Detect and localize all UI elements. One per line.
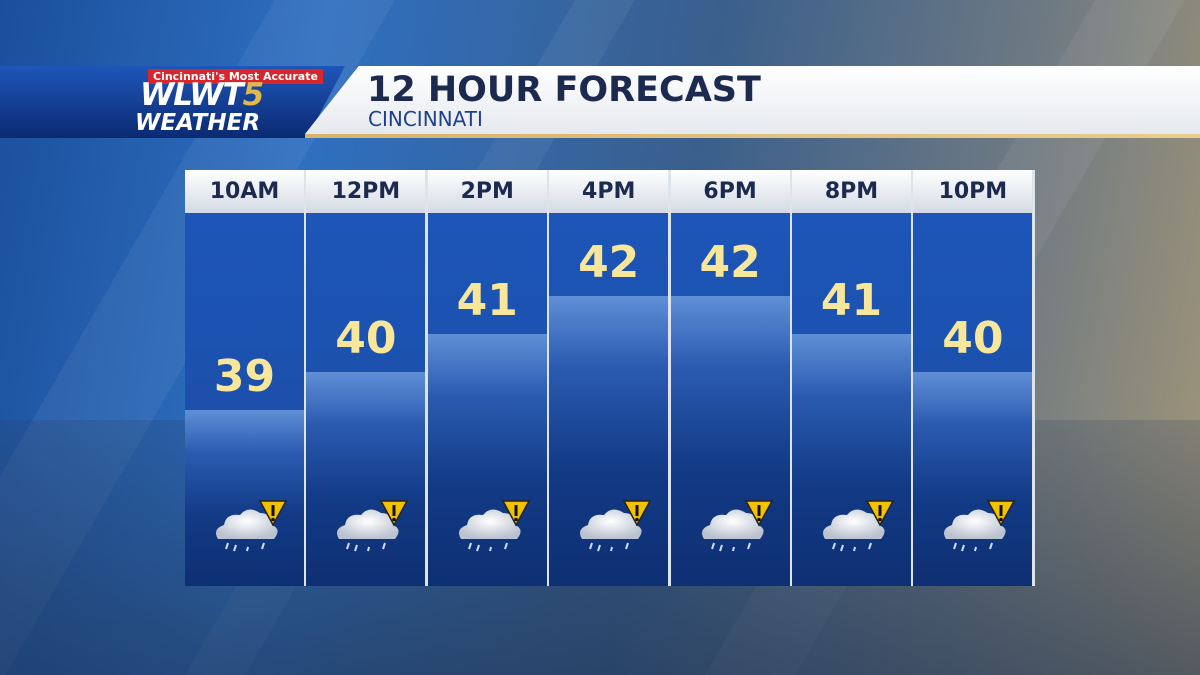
column-body: 41 xyxy=(792,213,911,586)
hour-label: 2PM xyxy=(427,170,547,213)
hour-label: 6PM xyxy=(670,170,790,213)
column-body: 41 xyxy=(427,213,547,586)
temperature-bar xyxy=(913,372,1033,586)
header-banner: Cincinnati's Most Accurate WLWT5 WEATHER… xyxy=(0,66,1200,140)
temperature-bar xyxy=(306,372,426,586)
temperature-value: 41 xyxy=(456,275,518,326)
forecast-column: 8PM 41 xyxy=(792,170,911,586)
column-body: 42 xyxy=(670,213,790,586)
temperature-value: 39 xyxy=(213,351,276,402)
cloud-rain-warning-icon xyxy=(453,499,533,559)
cloud-rain-warning-icon xyxy=(817,499,897,559)
temperature-value: 40 xyxy=(942,313,1004,364)
column-body: 40 xyxy=(913,213,1033,586)
temperature-value: 42 xyxy=(578,237,640,288)
forecast-column: 10AM 39 xyxy=(185,170,304,586)
forecast-column: 6PM 42 xyxy=(670,170,790,586)
forecast-column: 4PM 42 xyxy=(549,170,669,586)
hour-label: 10AM xyxy=(185,170,304,213)
page-title: 12 HOUR FORECAST xyxy=(367,70,761,110)
forecast-column: 12PM 40 xyxy=(306,170,426,586)
temperature-bar xyxy=(427,334,547,586)
station-logo: WLWT5 xyxy=(140,77,265,113)
temperature-bar xyxy=(185,410,304,586)
gold-stripe xyxy=(305,134,1200,138)
temperature-value: 40 xyxy=(335,313,397,364)
cloud-rain-warning-icon xyxy=(331,499,411,559)
column-body: 39 xyxy=(185,213,304,586)
station-channel: 5 xyxy=(242,77,265,113)
temperature-value: 42 xyxy=(699,237,761,288)
column-body: 40 xyxy=(306,213,426,586)
cloud-rain-warning-icon xyxy=(574,499,654,559)
temperature-value: 41 xyxy=(820,275,883,326)
hour-label: 8PM xyxy=(792,170,911,213)
cloud-rain-warning-icon xyxy=(938,499,1018,559)
cloud-rain-warning-icon xyxy=(696,499,776,559)
station-call-letters: WLWT xyxy=(140,77,244,113)
hour-label: 12PM xyxy=(306,170,426,213)
hour-label: 10PM xyxy=(913,170,1033,213)
hour-label: 4PM xyxy=(549,170,669,213)
cloud-rain-warning-icon xyxy=(210,499,290,559)
logo-tagline: Cincinnati's Most Accurate xyxy=(148,69,323,84)
column-body: 42 xyxy=(549,213,669,586)
forecast-column: 2PM 41 xyxy=(427,170,547,586)
forecast-column: 10PM 40 xyxy=(913,170,1033,586)
title-panel xyxy=(305,66,1200,134)
location-subtitle: CINCINNATI xyxy=(368,107,483,131)
temperature-bar xyxy=(792,334,911,586)
logo-weather: WEATHER xyxy=(135,110,261,136)
forecast-chart: 10AM 39 12PM 40 2PM 41 4PM 42 6PM 42 8PM 41 10PM 40 xyxy=(185,170,1035,586)
